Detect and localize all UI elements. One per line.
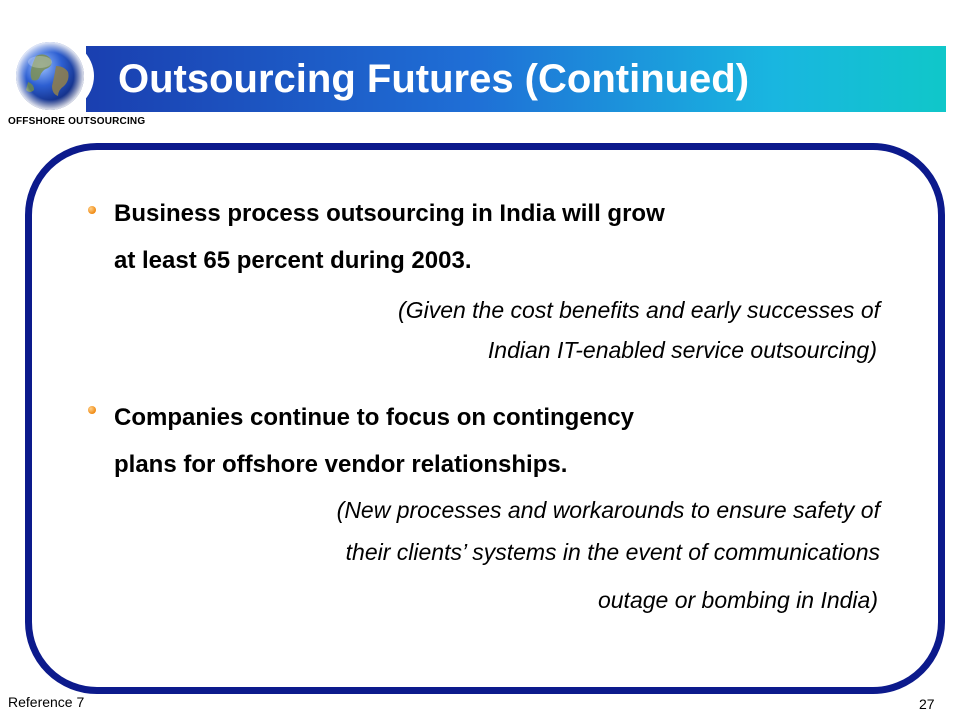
logo-caption: OFFSHORE OUTSOURCING — [8, 116, 146, 127]
bullet-1-line-1: Business process outsourcing in India wi… — [114, 200, 665, 227]
globe-logo-icon — [6, 36, 96, 116]
bullet-2-note-line-1: (New processes and workarounds to ensure… — [336, 497, 880, 523]
bullet-2-note-line-2: their clients’ systems in the event of c… — [345, 539, 880, 565]
bullet-2-line-1: Companies continue to focus on contingen… — [114, 404, 635, 431]
page-number: 27 — [919, 696, 935, 712]
bullet-1-note-line-1: (Given the cost benefits and early succe… — [398, 297, 880, 323]
title-bar — [86, 46, 946, 112]
bullet-2-note-line-3: outage or bombing in India) — [597, 587, 878, 613]
slide-title: Outsourcing Futures (Continued) — [118, 57, 750, 101]
bullet-1-note-line-2: Indian IT-enabled service outsourcing) — [487, 337, 877, 363]
reference-label: Reference 7 — [8, 694, 85, 710]
bullet-icon — [88, 206, 96, 214]
bullet-icon — [88, 406, 96, 414]
bullet-2-line-2: plans for offshore vendor relationships. — [114, 451, 568, 478]
content-frame — [25, 143, 945, 694]
bullet-1-line-2: at least 65 percent during 2003. — [114, 247, 472, 274]
